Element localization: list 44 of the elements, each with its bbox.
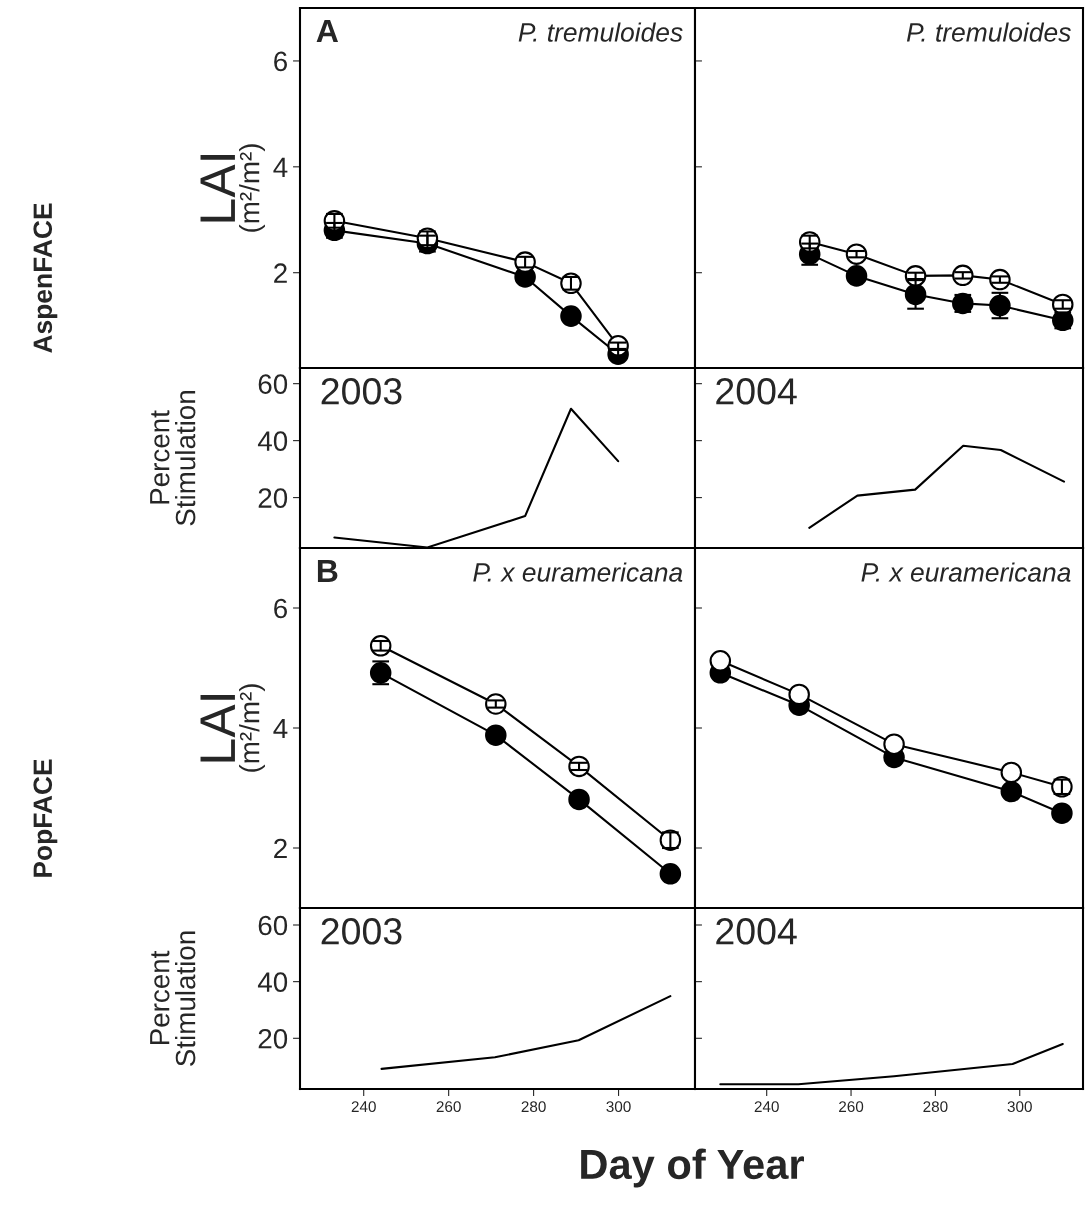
y-tick-label: 60 (258, 915, 288, 936)
chart-title: P. tremuloides (906, 22, 1071, 42)
chart-title: P. x euramericana (473, 562, 683, 582)
y-tick-label: 6 (274, 598, 287, 619)
chart-title: 2003 (321, 377, 402, 405)
y-tick-label: 6 (274, 51, 287, 72)
y-axis-title: LAI (m²/m²) (200, 144, 265, 232)
point (883, 733, 905, 755)
y-axis-title: Percent Stimulation (150, 391, 196, 526)
x-tick-label: 280 (923, 1101, 948, 1113)
text: PopFACE (33, 759, 58, 877)
y-axis-title: Percent Stimulation (150, 931, 196, 1066)
chart-title: P. x euramericana (861, 562, 1071, 582)
chart-title: P. tremuloides (518, 22, 683, 42)
x-tick-label: 260 (436, 1101, 461, 1113)
annotation: B (317, 559, 338, 582)
x-tick-label: 260 (839, 1101, 864, 1113)
x-tick-label: 300 (1007, 1101, 1032, 1113)
line-series (380, 995, 672, 1070)
text: AspenFACE (33, 203, 58, 353)
y-tick-label: 20 (258, 1028, 288, 1049)
y-tick-label: 20 (258, 488, 288, 508)
y-tick-label: 2 (274, 263, 287, 283)
point (1000, 780, 1023, 803)
x-tick-label: 240 (754, 1101, 779, 1113)
point (1051, 802, 1073, 824)
point (709, 650, 732, 672)
x-axis-title: Day of Year (581, 1148, 804, 1188)
x-tick-label: 300 (606, 1101, 631, 1113)
y-tick-label: 60 (258, 374, 288, 394)
y-tick-label: 40 (257, 431, 288, 451)
chart-title: 2004 (716, 918, 797, 945)
x-tick-label: 280 (521, 1101, 546, 1113)
point (1000, 761, 1023, 784)
y-tick-label: 4 (273, 157, 288, 177)
chart-title: 2004 (716, 377, 797, 405)
y-tick-label: 4 (273, 718, 288, 739)
annotation: A (316, 19, 339, 42)
y-tick-label: 40 (257, 972, 288, 992)
chart-title: 2003 (321, 918, 402, 945)
point (788, 683, 810, 706)
y-tick-label: 2 (274, 838, 287, 859)
x-tick-label: 240 (351, 1101, 376, 1113)
y-axis-title: LAI (m²/m²) (200, 684, 265, 772)
